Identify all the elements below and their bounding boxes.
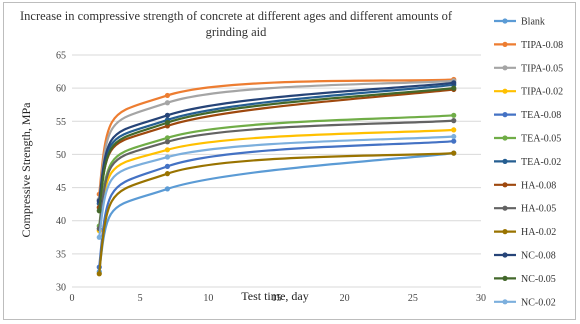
legend-label: TIPA-0.08 (521, 40, 563, 51)
legend-item: HA-0.02 (494, 227, 556, 238)
legend-label: NC-0.02 (521, 297, 556, 308)
legend-label: NC-0.08 (521, 251, 556, 262)
legend-label: HA-0.05 (521, 204, 556, 215)
legend-label: NC-0.05 (521, 274, 556, 285)
y-axis-label: Compressive Strength, MPa (19, 102, 33, 238)
legend-marker (502, 88, 508, 94)
y-tick-label: 60 (56, 84, 66, 95)
x-tick-label: 5 (138, 293, 143, 304)
legend: Blank TIPA-0.08 TIPA-0.05 TIPA-0.02 TEA-0.08… (494, 17, 563, 308)
legend-label: HA-0.02 (521, 227, 556, 238)
grid-lines (72, 54, 481, 288)
data-point (164, 147, 171, 153)
data-point (451, 85, 457, 91)
data-point (451, 133, 457, 140)
chart-title-line-2: grinding aid (206, 25, 268, 39)
data-point (96, 234, 102, 240)
series-line-tipa-0-02 (98, 128, 454, 231)
series-line-blank (98, 152, 454, 272)
legend-marker (502, 65, 508, 71)
data-point (164, 135, 171, 141)
series-lines (96, 76, 457, 277)
data-point (451, 112, 457, 118)
legend-marker (502, 135, 508, 141)
legend-label: TIPA-0.05 (521, 63, 563, 74)
y-tick-label: 55 (56, 117, 66, 128)
data-point (164, 163, 171, 169)
y-tick-label: 65 (56, 51, 66, 62)
legend-item: TEA-0.02 (494, 157, 561, 168)
series-line-tipa-0-08 (98, 78, 454, 195)
legend-label: TEA-0.08 (521, 110, 561, 121)
data-point (164, 92, 171, 99)
data-point (451, 80, 457, 86)
data-point (164, 139, 171, 145)
y-tick-label: 45 (56, 183, 66, 194)
legend-marker (502, 275, 508, 281)
legend-item: Blank (494, 17, 545, 28)
data-point (164, 154, 171, 160)
series-line-nc-0-02 (98, 135, 454, 238)
data-point (164, 112, 171, 118)
series-line-tipa-0-05 (98, 79, 454, 200)
data-point (164, 100, 171, 106)
legend-marker (502, 252, 508, 258)
x-tick-label: 20 (340, 293, 350, 304)
series-line-ha-0-02 (98, 152, 454, 274)
y-tick-label: 30 (56, 283, 66, 294)
legend-marker (502, 18, 508, 24)
legend-label: TEA-0.02 (521, 157, 561, 168)
x-tick-label: 25 (408, 293, 418, 304)
y-tick-label: 50 (56, 150, 66, 161)
legend-item: TIPA-0.02 (494, 87, 563, 98)
legend-label: HA-0.08 (521, 180, 556, 191)
data-point (96, 208, 102, 214)
x-tick-label: 10 (203, 293, 213, 304)
x-tick-label: 0 (70, 293, 75, 304)
legend-marker (502, 158, 508, 164)
legend-item: TEA-0.08 (494, 110, 561, 121)
legend-marker (502, 299, 508, 305)
x-axis-label: Test time, day (241, 289, 308, 303)
legend-marker (502, 182, 508, 188)
legend-item: HA-0.08 (494, 180, 556, 191)
legend-item: NC-0.02 (494, 297, 556, 308)
legend-item: TEA-0.05 (494, 134, 561, 145)
data-point (164, 120, 171, 126)
legend-item: TIPA-0.08 (494, 40, 563, 51)
legend-label: TEA-0.05 (521, 134, 561, 145)
legend-item: NC-0.05 (494, 274, 556, 285)
legend-marker (502, 205, 508, 211)
series-line-tea-0-05 (98, 114, 454, 227)
data-point (96, 271, 102, 277)
legend-item: TIPA-0.05 (494, 63, 563, 74)
x-tick-label: 30 (476, 293, 486, 304)
data-point (451, 118, 457, 124)
legend-marker (502, 112, 508, 118)
series-line-nc-0-08 (98, 81, 454, 201)
y-tick-label: 35 (56, 249, 66, 260)
legend-label: TIPA-0.02 (521, 87, 563, 98)
legend-item: HA-0.05 (494, 204, 556, 215)
y-axis-ticks: 30 35 40 45 50 55 60 65 (56, 51, 66, 294)
legend-label: Blank (521, 17, 545, 28)
series-line-ha-0-05 (98, 119, 454, 229)
data-point (451, 150, 457, 156)
data-point (164, 186, 171, 192)
data-point (451, 127, 457, 133)
data-point (451, 138, 457, 144)
legend-marker (502, 229, 508, 235)
legend-marker (502, 41, 508, 48)
legend-item: NC-0.08 (494, 251, 556, 262)
series-line-tea-0-08 (98, 140, 454, 268)
data-point (164, 171, 171, 177)
chart-title-line-1: Increase in compressive strength of conc… (20, 9, 453, 23)
x-tick-label: 15 (272, 293, 282, 304)
series-line-nc-0-05 (98, 87, 454, 211)
series-line-tea-0-02 (98, 83, 454, 204)
y-tick-label: 40 (56, 216, 66, 227)
x-axis-ticks: 0 5 10 15 20 25 30 (70, 293, 487, 304)
